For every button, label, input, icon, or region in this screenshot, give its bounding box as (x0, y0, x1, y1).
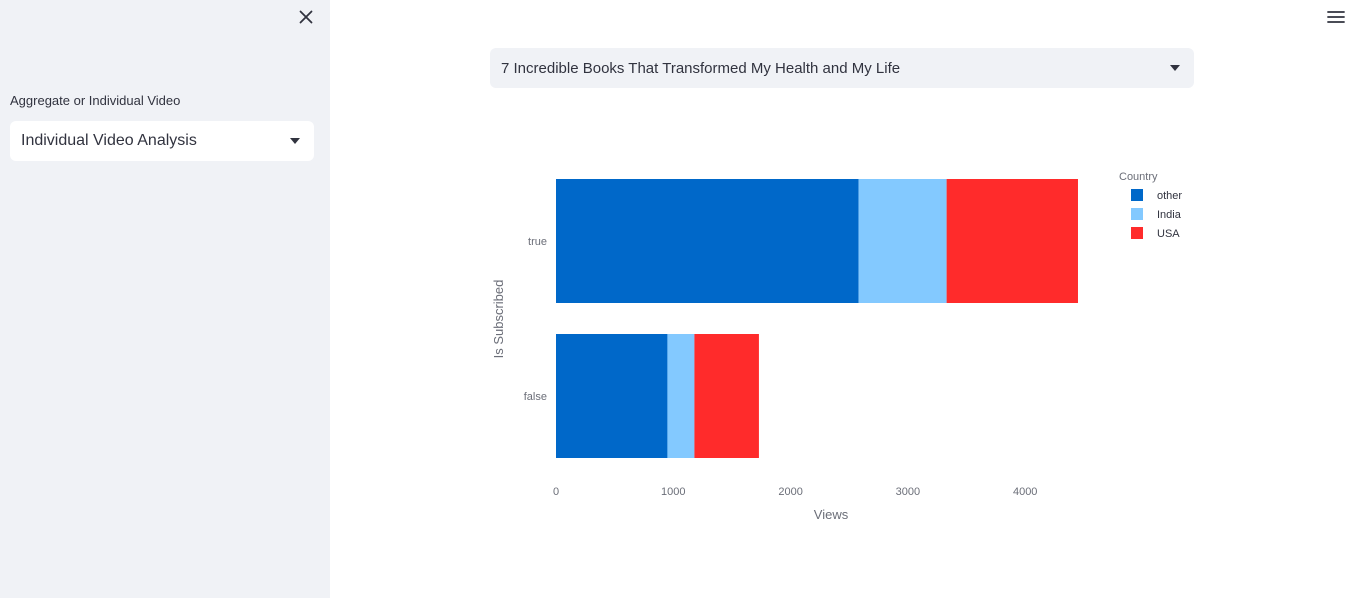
x-tick-label: 1000 (661, 486, 685, 498)
x-tick-label: 3000 (896, 486, 920, 498)
legend-title: Country (1119, 171, 1158, 183)
legend-swatch-usa (1131, 227, 1143, 239)
x-tick-label: 4000 (1013, 486, 1037, 498)
main-menu-button[interactable] (1326, 8, 1346, 26)
close-sidebar-button[interactable] (296, 7, 316, 27)
bar-usa-true (946, 179, 1078, 303)
bar-india-true (858, 179, 947, 303)
video-select[interactable]: 7 Incredible Books That Transformed My H… (490, 48, 1194, 88)
bar-other-false (556, 334, 668, 458)
chevron-down-icon (290, 138, 300, 144)
bar-other-true (556, 179, 859, 303)
analysis-type-value: Individual Video Analysis (21, 132, 197, 149)
y-axis-title: Is Subscribed (491, 280, 506, 359)
x-tick-label: 0 (553, 486, 559, 498)
legend-label-usa: USA (1157, 228, 1180, 240)
y-tick-label-false: false (524, 391, 547, 403)
legend-swatch-other (1131, 189, 1143, 201)
analysis-type-label: Aggregate or Individual Video (10, 93, 181, 108)
x-axis-title: Views (814, 507, 849, 522)
legend-swatch-india (1131, 208, 1143, 220)
legend-label-india: India (1157, 209, 1182, 221)
bar-india-false (667, 334, 695, 458)
x-tick-label: 2000 (778, 486, 802, 498)
bar-usa-false (694, 334, 759, 458)
legend-label-other: other (1157, 190, 1182, 202)
video-select-value: 7 Incredible Books That Transformed My H… (501, 60, 901, 77)
sidebar: Aggregate or Individual Video Individual… (0, 0, 330, 598)
y-tick-label-true: true (528, 236, 547, 248)
hamburger-menu-icon (1327, 11, 1345, 23)
close-icon (299, 10, 313, 24)
chevron-down-icon (1170, 65, 1180, 71)
analysis-type-select[interactable]: Individual Video Analysis (10, 121, 314, 161)
